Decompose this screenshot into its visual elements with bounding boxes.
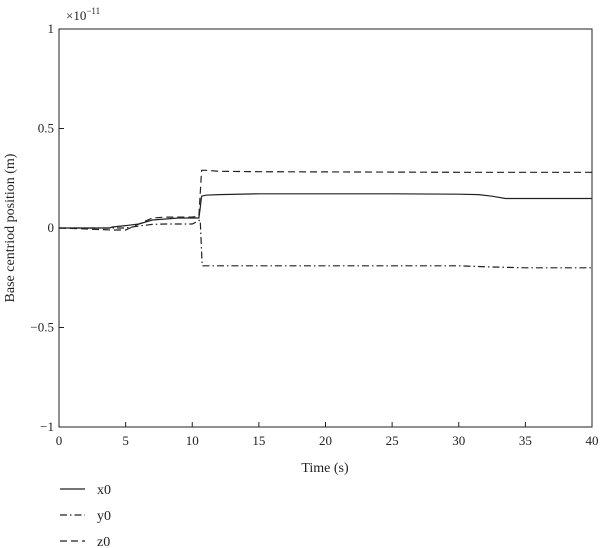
x-tick-label: 25	[386, 433, 399, 448]
series-lines	[58, 169, 592, 269]
y-axis-title: Base centriod position (m)	[3, 153, 18, 302]
x-tick-label: 0	[56, 433, 63, 448]
series-line-z0	[58, 169, 592, 231]
series-line-x0	[59, 193, 592, 229]
series-line-y0	[59, 219, 592, 269]
y-tick-label: 1	[48, 21, 55, 36]
y-tick-label: −0.5	[30, 320, 54, 335]
y-tick-label: −1	[40, 419, 54, 434]
y-axis-multiplier: ×10−11	[66, 6, 100, 23]
x-tick-label: 10	[186, 433, 199, 448]
x-tick-label: 5	[122, 433, 129, 448]
x-tick-label: 40	[586, 433, 599, 448]
x-tick-label: 20	[319, 433, 332, 448]
x-tick-label: 15	[252, 433, 265, 448]
x-axis-title: Time (s)	[301, 461, 349, 476]
x-tick-label: 35	[519, 433, 532, 448]
x-tick-label: 30	[452, 433, 465, 448]
legend-label-y0: y0	[97, 509, 111, 524]
legend-label-x0: x0	[97, 483, 111, 498]
x-axis-ticks: 0 5 10 15 20 25 30 35 40	[56, 422, 599, 448]
y-axis-exponent: −11	[86, 6, 100, 16]
plot-frame	[58, 28, 593, 428]
y-axis-ticks: 1 0.5 0 −0.5 −1	[30, 21, 64, 434]
y-tick-label: 0	[48, 220, 55, 235]
legend: x0 y0 z0	[60, 483, 111, 548]
y-tick-label: 0.5	[38, 121, 54, 136]
legend-label-z0: z0	[97, 535, 110, 548]
